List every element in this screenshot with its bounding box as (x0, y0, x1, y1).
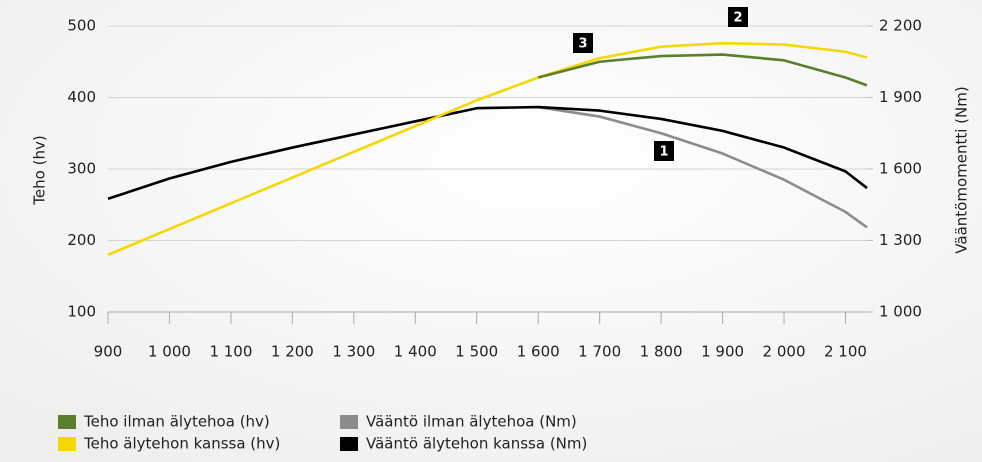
y2-tick-label: 1 900 (879, 88, 922, 106)
annotation-label: 2 (733, 11, 742, 26)
annotation: 1 2 3 (573, 7, 748, 161)
series-line (107, 41, 868, 256)
series-line (538, 105, 868, 229)
annotation-label: 3 (578, 37, 587, 52)
x-tick-label: 900 (94, 343, 123, 361)
x-tick-label: 1 900 (701, 343, 744, 361)
legend: Teho ilman älytehoa (hv) Vääntö ilman äly… (58, 413, 587, 453)
x-tick-label: 1 300 (332, 343, 375, 361)
y-axis-title: Teho (hv) (31, 135, 49, 205)
legend-label: Teho älytehon kanssa (hv) (83, 435, 280, 453)
legend-swatch (340, 415, 358, 429)
y-tick-label: 300 (67, 160, 96, 178)
legend-swatch (58, 437, 76, 451)
y-tick-label: 200 (67, 231, 96, 249)
series-line (537, 53, 868, 87)
legend-swatch (58, 415, 76, 429)
y-tick-label: 500 (67, 17, 96, 35)
legend-swatch (340, 437, 358, 451)
y2-tick-label: 1 600 (879, 160, 922, 178)
x-tick-label: 1 200 (271, 343, 314, 361)
series-line (107, 105, 868, 201)
x-tick-label: 1 000 (148, 343, 191, 361)
y-tick-label: 400 (67, 88, 96, 106)
plot-area: 100 200 300 400 500 1 000 1 300 1 600 1 900 2 200… (67, 17, 922, 361)
y-tick-label: 100 (67, 303, 96, 321)
y2-tick-label: 1 300 (879, 231, 922, 249)
legend-label: Vääntö ilman älytehoa (Nm) (366, 413, 577, 431)
legend-label: Teho ilman älytehoa (hv) (83, 413, 270, 431)
y2-tick-label: 1 000 (879, 303, 922, 321)
y2-axis-title: Vääntömomentti (Nm) (953, 86, 971, 253)
annotation-label: 1 (659, 145, 668, 160)
x-tick-label: 1 800 (640, 343, 683, 361)
legend-label: Vääntö älytehon kanssa (Nm) (366, 435, 587, 453)
x-tick-label: 1 100 (209, 343, 252, 361)
x-tick-label: 1 700 (578, 343, 621, 361)
x-tick-label: 1 500 (455, 343, 498, 361)
x-tick-label: 1 400 (394, 343, 437, 361)
y2-tick-label: 2 200 (879, 17, 922, 35)
x-tick-label: 1 600 (517, 343, 560, 361)
x-tick-label: 2 100 (824, 343, 867, 361)
x-tick-label: 2 000 (763, 343, 806, 361)
